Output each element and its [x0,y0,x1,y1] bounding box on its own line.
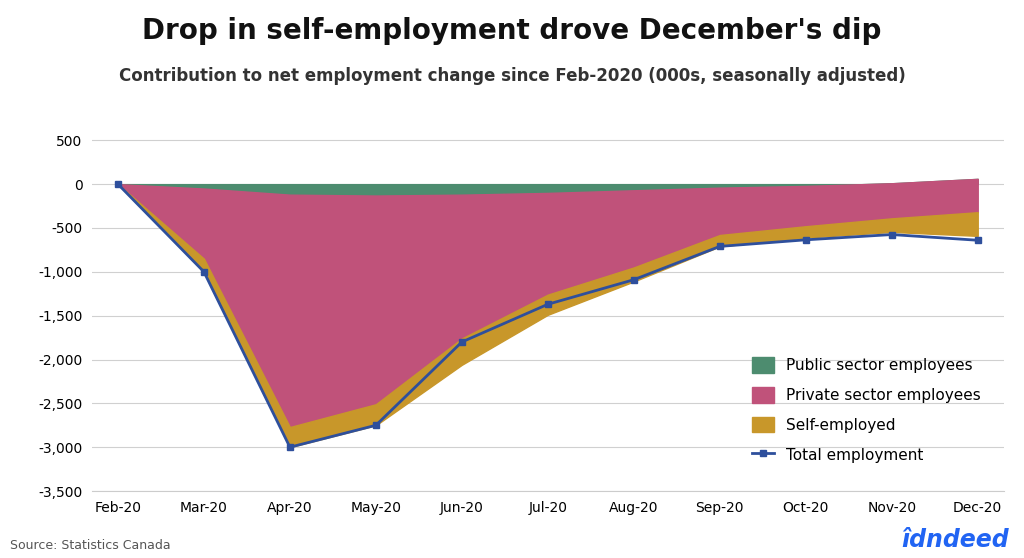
Text: Contribution to net employment change since Feb-2020 (000s, seasonally adjusted): Contribution to net employment change si… [119,67,905,85]
Text: îdndeed: îdndeed [901,528,1009,552]
Text: Drop in self-employment drove December's dip: Drop in self-employment drove December's… [142,17,882,45]
Legend: Public sector employees, Private sector employees, Self-employed, Total employme: Public sector employees, Private sector … [746,351,987,469]
Text: Source: Statistics Canada: Source: Statistics Canada [10,540,171,552]
